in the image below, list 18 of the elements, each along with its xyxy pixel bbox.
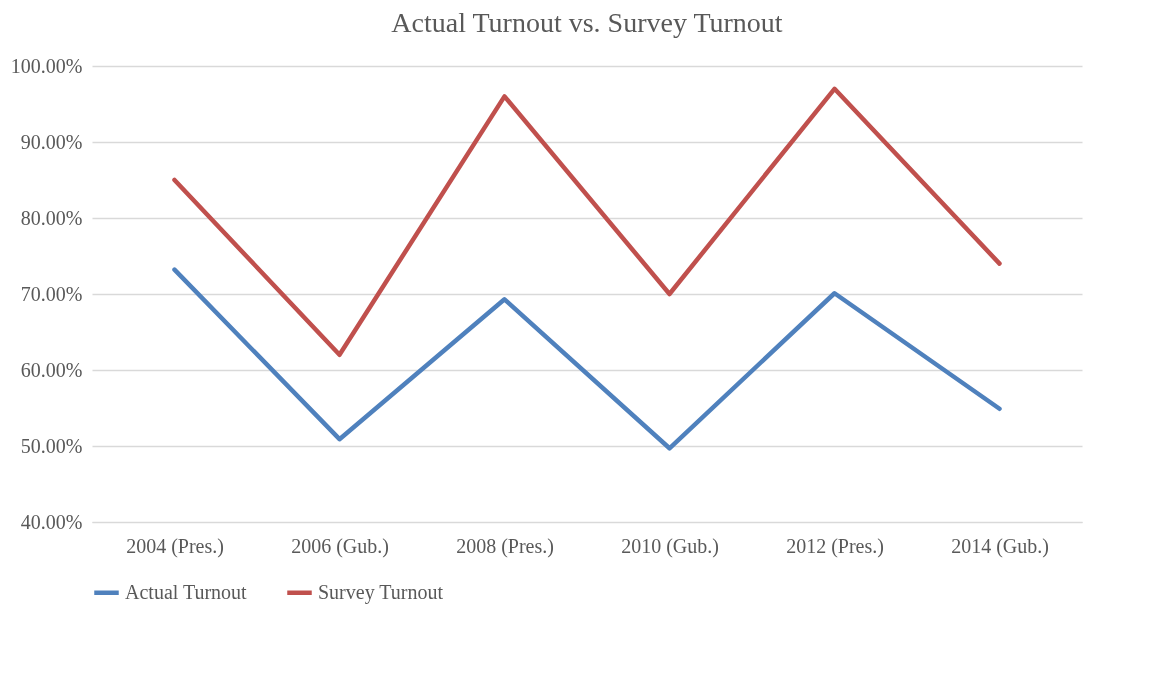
x-tick-label: 2004 (Pres.)	[126, 534, 224, 558]
legend-label: Actual Turnout	[125, 580, 248, 603]
y-tick-label: 70.00%	[20, 282, 83, 305]
y-tick-label: 40.00%	[20, 510, 83, 533]
chart-title: Actual Turnout vs. Survey Turnout	[391, 7, 783, 38]
y-tick-label: 60.00%	[20, 358, 83, 381]
y-tick-label: 80.00%	[20, 206, 83, 229]
line-series	[172, 267, 1002, 451]
y-tick-label: 90.00%	[20, 130, 83, 153]
x-tick-label: 2010 (Gub.)	[621, 534, 719, 558]
y-tick-label: 100.00%	[10, 54, 83, 77]
x-tick-label: 2014 (Gub.)	[951, 534, 1049, 558]
x-tick-label: 2006 (Gub.)	[291, 534, 389, 558]
legend-label: Survey Turnout	[318, 580, 444, 604]
x-tick-label: 2008 (Pres.)	[456, 534, 554, 558]
line-series	[172, 86, 1002, 358]
x-tick-label: 2012 (Pres.)	[786, 534, 884, 558]
y-tick-label: 50.00%	[20, 434, 83, 457]
